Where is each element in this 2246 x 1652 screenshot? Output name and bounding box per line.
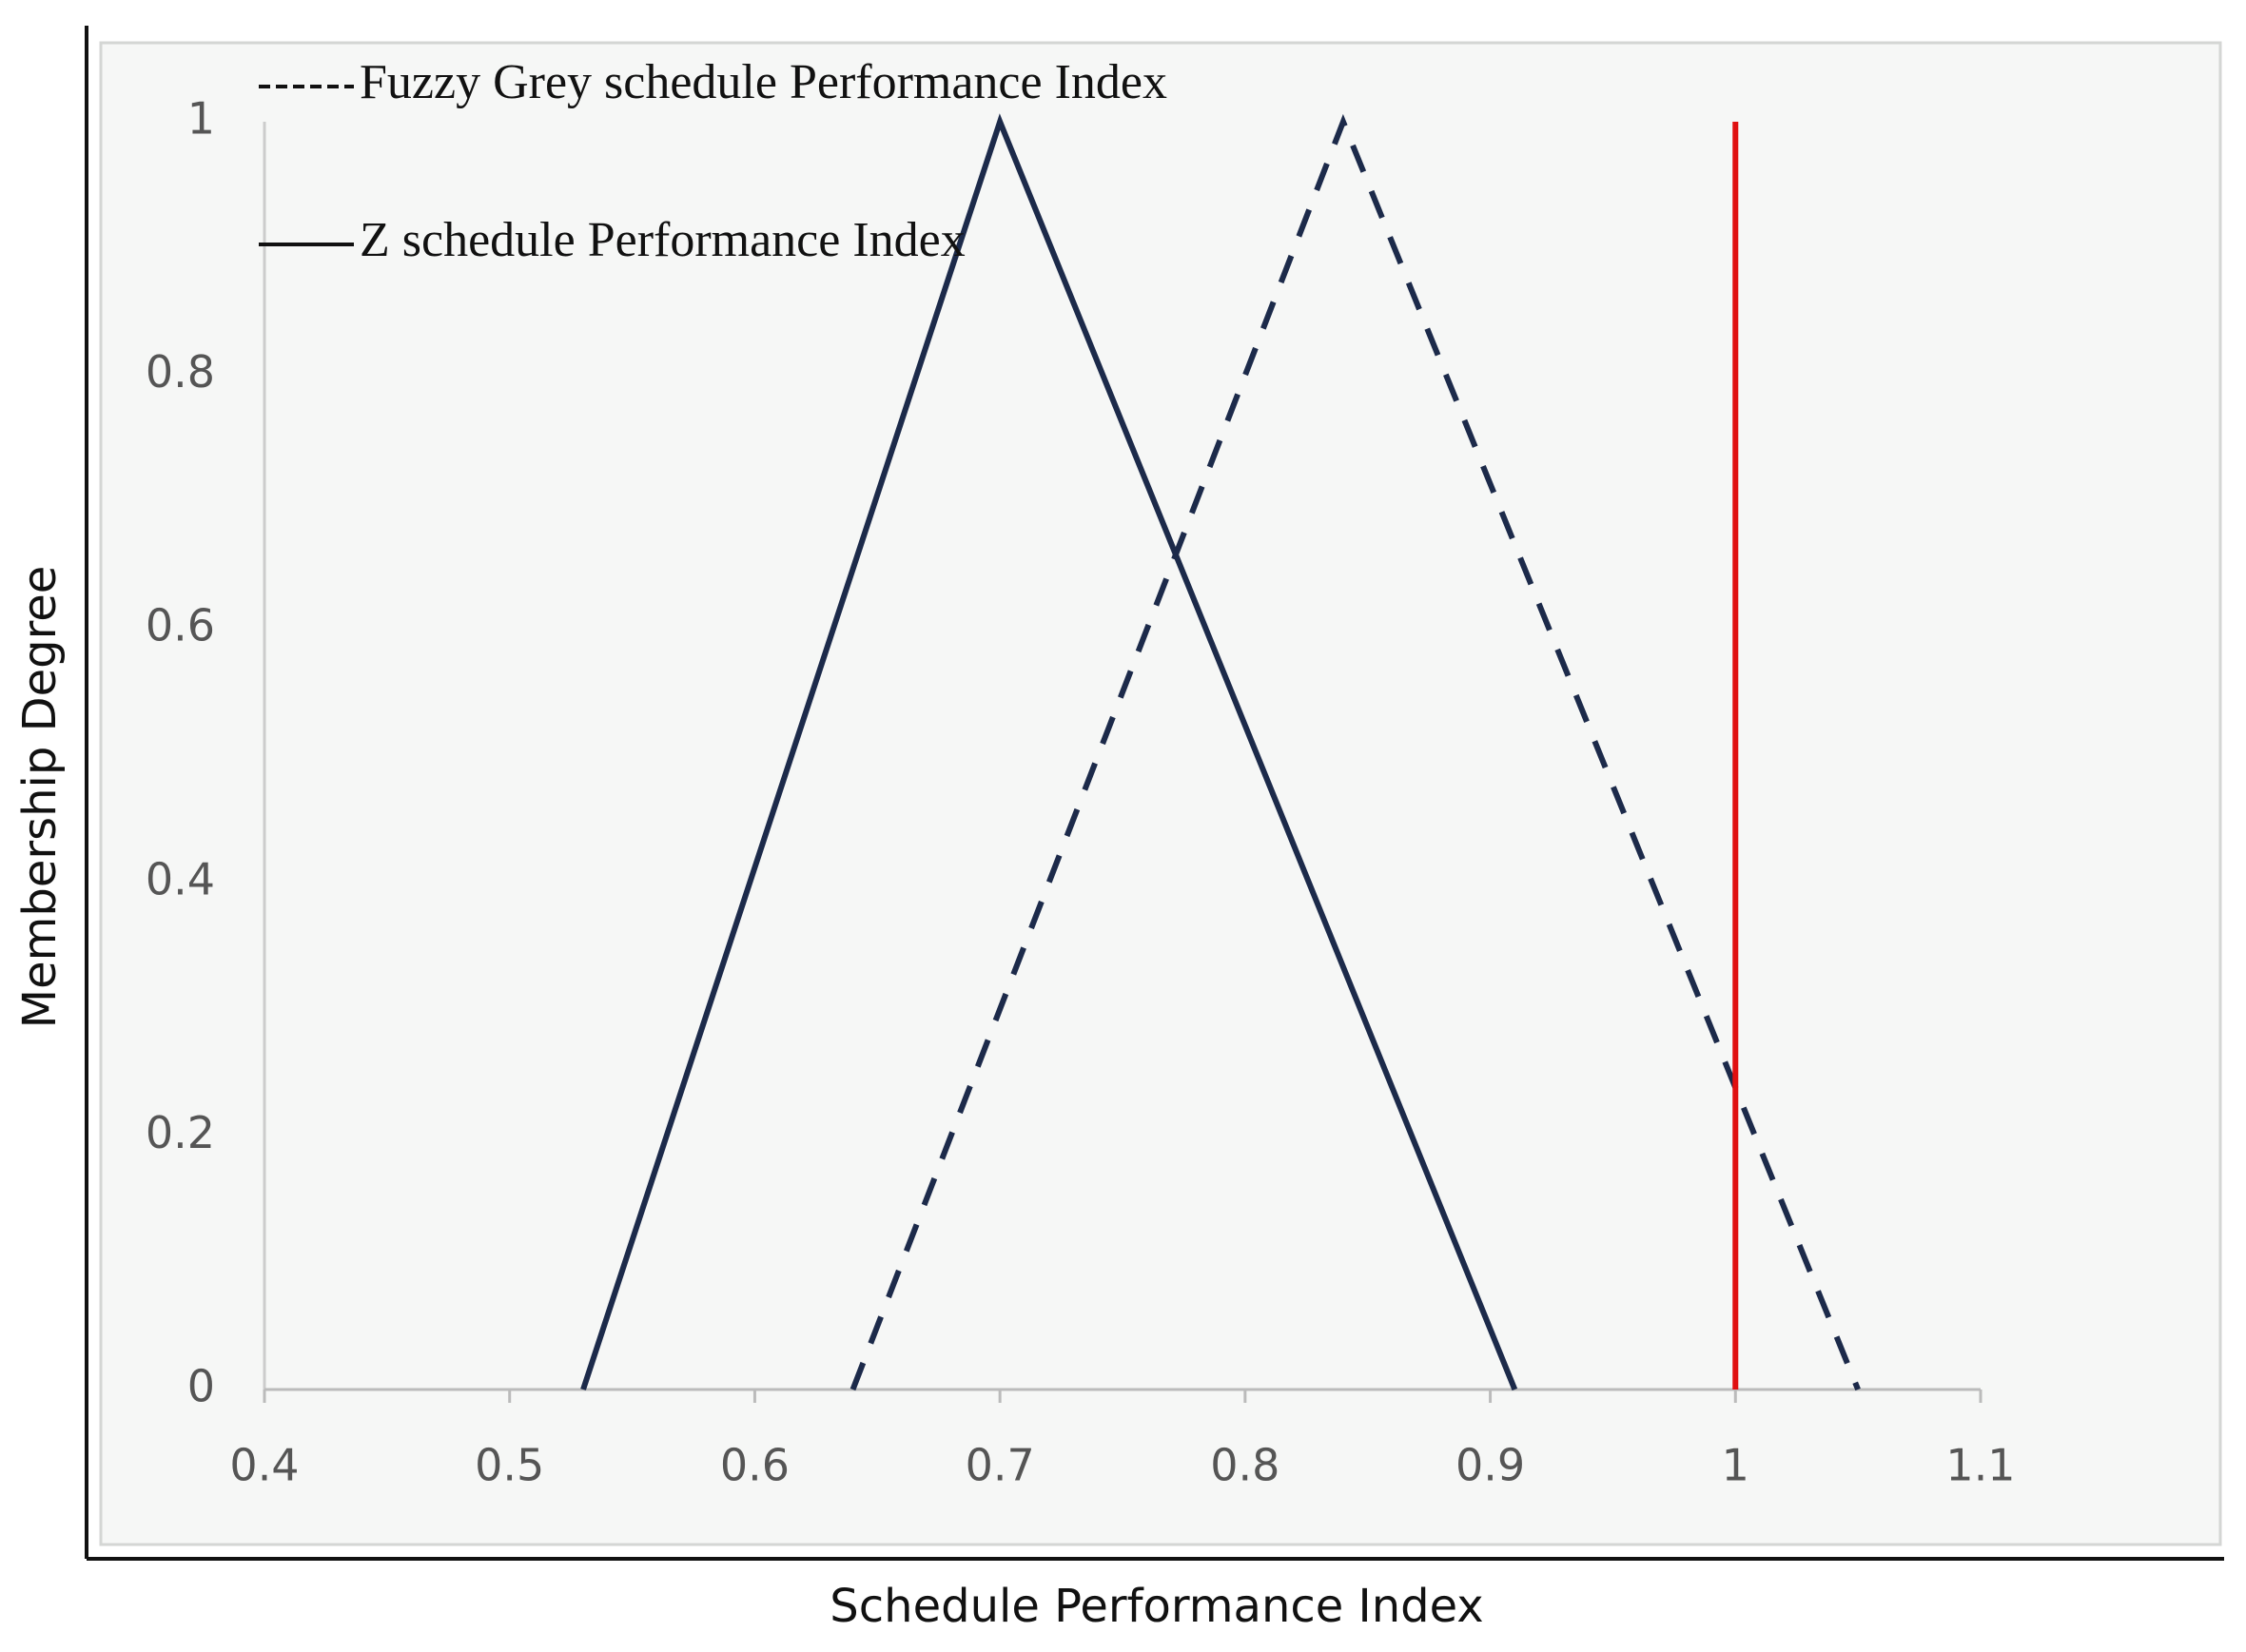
x-tick-label: 1 (1722, 1440, 1749, 1491)
y-tick-label: 0 (187, 1361, 215, 1412)
x-tick-label: 0.5 (475, 1440, 544, 1491)
y-tick-label: 1 (187, 93, 215, 145)
x-tick-label: 0.7 (966, 1440, 1035, 1491)
y-tick-label: 0.6 (146, 600, 215, 651)
legend-label: Z schedule Performance Index (360, 213, 966, 267)
legend-label: Fuzzy Grey schedule Performance Index (360, 55, 1167, 109)
chart-area (99, 41, 2222, 1546)
x-tick-label: 0.6 (720, 1440, 790, 1491)
x-axis-label: Schedule Performance Index (830, 1580, 1483, 1633)
x-tick-label: 0.4 (229, 1440, 299, 1491)
x-tick-label: 0.8 (1210, 1440, 1279, 1491)
x-tick-label: 0.9 (1455, 1440, 1525, 1491)
series-line (850, 113, 1861, 1391)
y-axis-label: Membership Degree (13, 566, 67, 1029)
y-tick-label: 0.2 (146, 1107, 215, 1158)
y-tick-label: 0.8 (146, 346, 215, 398)
series-line (580, 113, 1518, 1391)
x-tick-label: 1.1 (1945, 1440, 2015, 1491)
y-tick-label: 0.4 (146, 853, 215, 904)
